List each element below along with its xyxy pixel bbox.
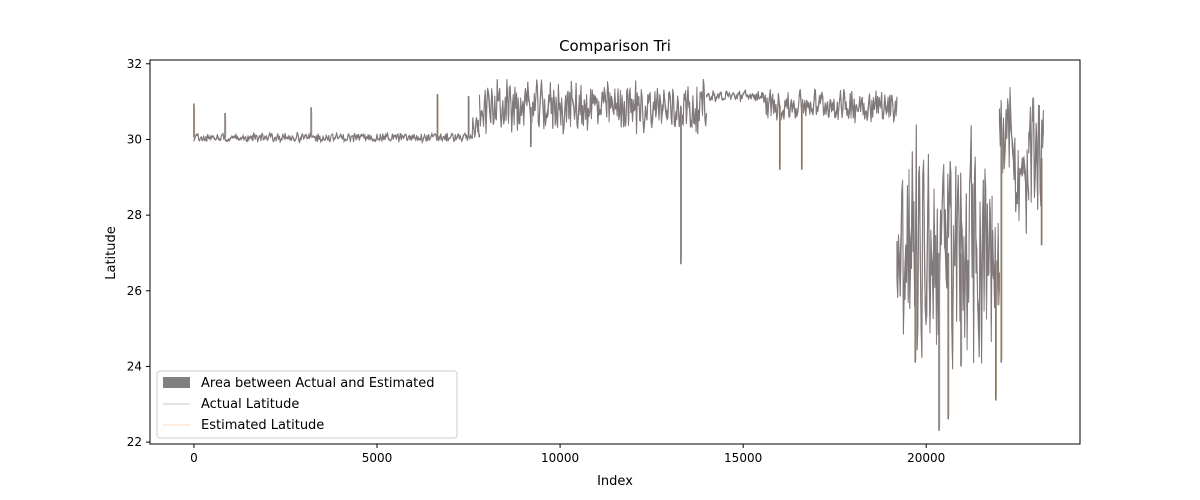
- y-tick-label: 22: [127, 435, 142, 449]
- estimated-latitude-line: [706, 89, 762, 103]
- plot-area: [193, 79, 1044, 431]
- estimated-latitude-line: [896, 124, 993, 370]
- estimated-latitude-line: [1013, 137, 1030, 234]
- legend-label-actual: Actual Latitude: [201, 397, 299, 412]
- chart-title: Comparison Tri: [559, 37, 671, 55]
- x-tick-label: 5000: [362, 451, 393, 465]
- estimated-latitude-line: [761, 88, 898, 124]
- y-tick-label: 26: [127, 284, 142, 298]
- y-tick-label: 28: [127, 208, 142, 222]
- estimated-latitude-line: [193, 131, 473, 144]
- x-axis-title: Index: [597, 474, 633, 489]
- axes: 0 5000 10000 15000 20000 22 24 26 28 30 32: [127, 57, 1081, 465]
- x-tick-label: 20000: [907, 451, 945, 465]
- y-tick-label: 24: [127, 359, 142, 373]
- x-tick-label: 10000: [541, 451, 579, 465]
- estimated-latitude-line: [471, 117, 480, 139]
- x-tick-label: 0: [190, 451, 198, 465]
- y-tick-label: 30: [127, 132, 142, 146]
- legend-label-area: Area between Actual and Estimated: [201, 376, 435, 391]
- x-tick-label: 15000: [724, 451, 762, 465]
- legend-label-estimated: Estimated Latitude: [201, 418, 324, 433]
- legend-area-swatch: [163, 377, 190, 388]
- legend: Area between Actual and Estimated Actual…: [156, 370, 458, 439]
- plot-frame: [149, 59, 1081, 445]
- y-axis-title: Latitude: [104, 226, 119, 280]
- legend-frame: [156, 370, 458, 439]
- estimated-latitude-line: [479, 79, 707, 135]
- y-tick-label: 32: [127, 57, 142, 71]
